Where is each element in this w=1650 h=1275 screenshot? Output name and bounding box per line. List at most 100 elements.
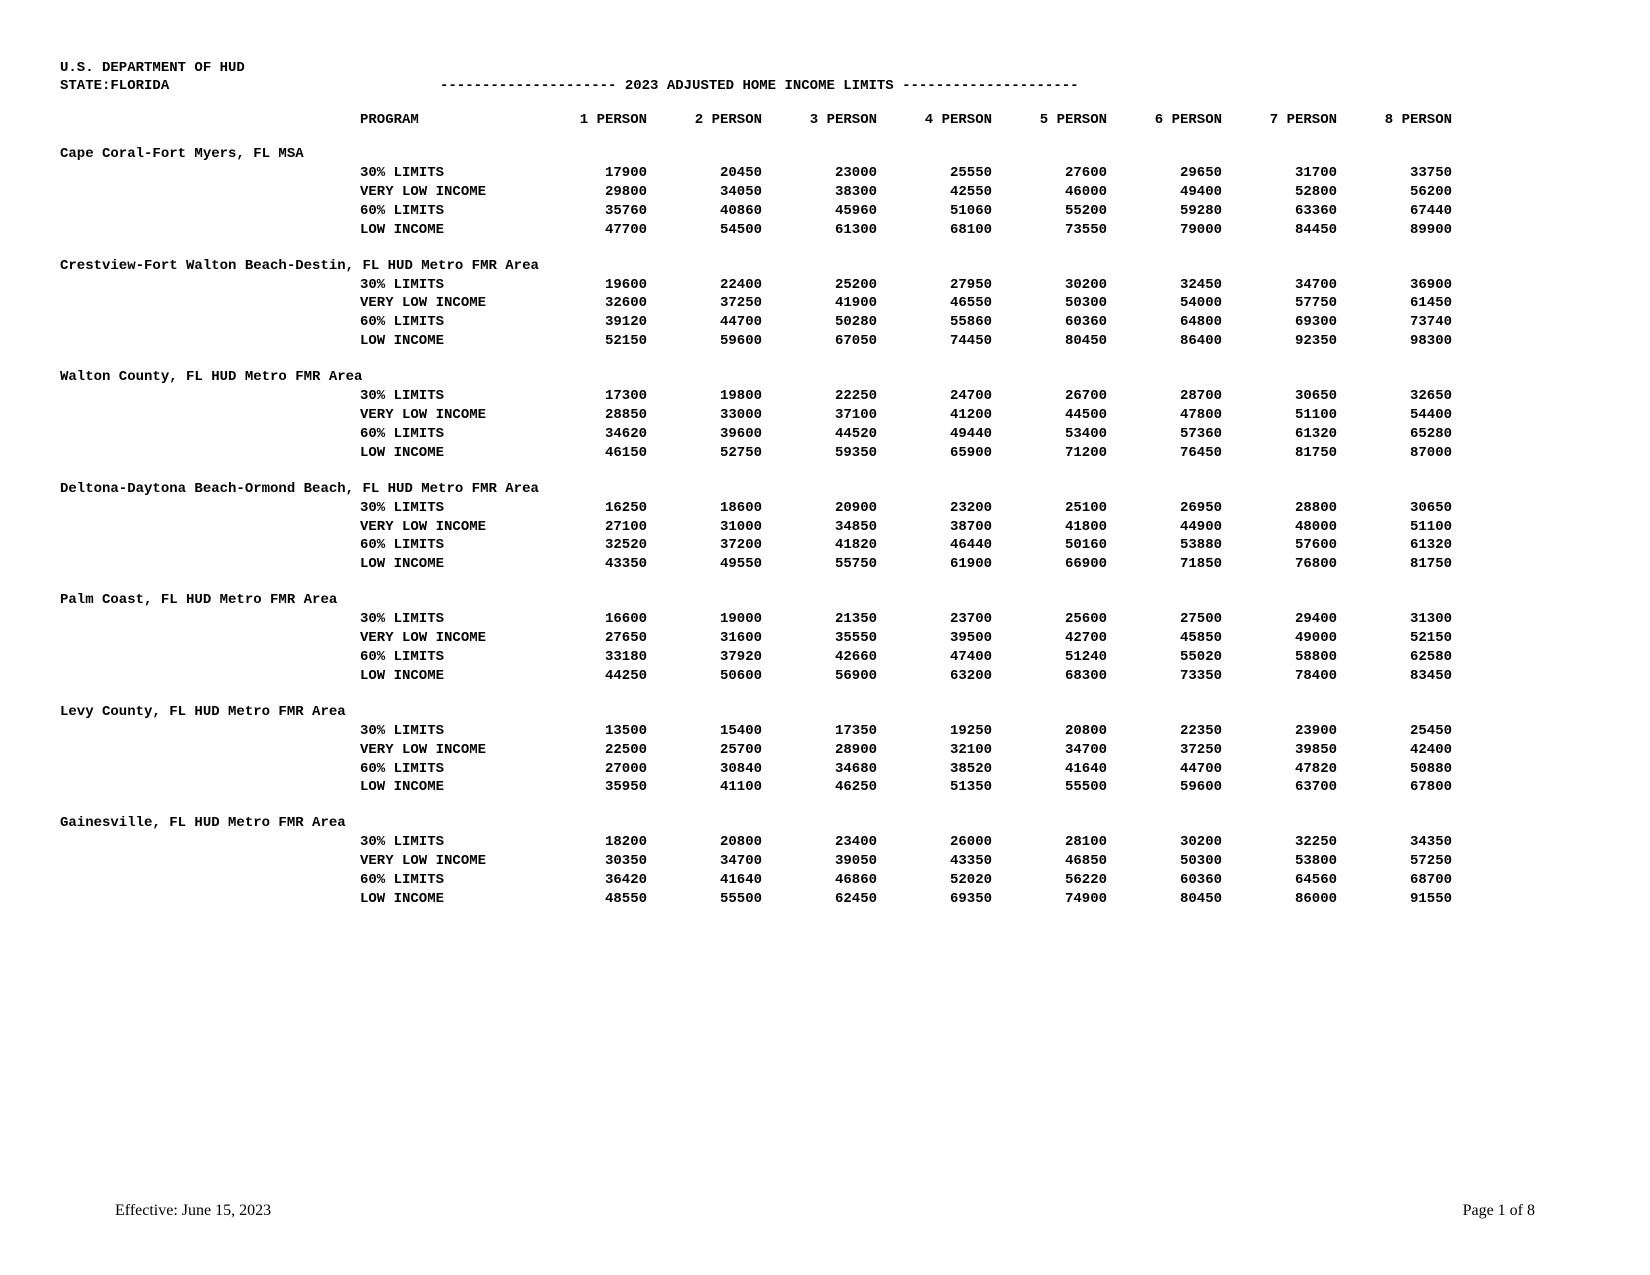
value-cell: 54500 — [665, 221, 780, 240]
value-cell: 41820 — [780, 536, 895, 555]
value-cell: 31700 — [1240, 164, 1355, 183]
value-cell: 44700 — [1125, 760, 1240, 779]
value-cell: 46550 — [895, 294, 1010, 313]
value-cell: 76800 — [1240, 555, 1355, 574]
value-cell: 64560 — [1240, 871, 1355, 890]
program-label: VERY LOW INCOME — [360, 629, 550, 648]
row-pad — [60, 555, 360, 574]
program-label: 60% LIMITS — [360, 313, 550, 332]
table-row: LOW INCOME485505550062450693507490080450… — [60, 890, 1590, 909]
value-cell: 71850 — [1125, 555, 1240, 574]
value-cell: 98300 — [1355, 332, 1470, 351]
table-row: 60% LIMITS270003084034680385204164044700… — [60, 760, 1590, 779]
area-name: Walton County, FL HUD Metro FMR Area — [60, 369, 1590, 385]
value-cell: 41800 — [1010, 518, 1125, 537]
row-pad — [60, 536, 360, 555]
value-cell: 18200 — [550, 833, 665, 852]
program-label: 30% LIMITS — [360, 164, 550, 183]
table-row: 60% LIMITS325203720041820464405016053880… — [60, 536, 1590, 555]
value-cell: 39850 — [1240, 741, 1355, 760]
value-cell: 23200 — [895, 499, 1010, 518]
value-cell: 37250 — [1125, 741, 1240, 760]
value-cell: 32250 — [1240, 833, 1355, 852]
value-cell: 68300 — [1010, 667, 1125, 686]
value-cell: 44900 — [1125, 518, 1240, 537]
value-cell: 40860 — [665, 202, 780, 221]
row-pad — [60, 741, 360, 760]
value-cell: 60360 — [1125, 871, 1240, 890]
value-cell: 53400 — [1010, 425, 1125, 444]
value-cell: 31600 — [665, 629, 780, 648]
value-cell: 57750 — [1240, 294, 1355, 313]
value-cell: 29800 — [550, 183, 665, 202]
value-cell: 34050 — [665, 183, 780, 202]
value-cell: 50880 — [1355, 760, 1470, 779]
value-cell: 44250 — [550, 667, 665, 686]
value-cell: 39120 — [550, 313, 665, 332]
value-cell: 35950 — [550, 778, 665, 797]
row-pad — [60, 890, 360, 909]
value-cell: 44520 — [780, 425, 895, 444]
value-cell: 65280 — [1355, 425, 1470, 444]
value-cell: 84450 — [1240, 221, 1355, 240]
value-cell: 19800 — [665, 387, 780, 406]
value-cell: 41640 — [665, 871, 780, 890]
value-cell: 30200 — [1010, 276, 1125, 295]
row-pad — [60, 164, 360, 183]
value-cell: 59600 — [1125, 778, 1240, 797]
value-cell: 23000 — [780, 164, 895, 183]
value-cell: 51060 — [895, 202, 1010, 221]
value-cell: 30350 — [550, 852, 665, 871]
value-cell: 34850 — [780, 518, 895, 537]
value-cell: 89900 — [1355, 221, 1470, 240]
value-cell: 52800 — [1240, 183, 1355, 202]
value-cell: 55500 — [665, 890, 780, 909]
value-cell: 69350 — [895, 890, 1010, 909]
value-cell: 27000 — [550, 760, 665, 779]
value-cell: 13500 — [550, 722, 665, 741]
value-cell: 27950 — [895, 276, 1010, 295]
value-cell: 50300 — [1010, 294, 1125, 313]
value-cell: 56900 — [780, 667, 895, 686]
col-p1: 1 PERSON — [550, 112, 665, 128]
table-row: LOW INCOME433504955055750619006690071850… — [60, 555, 1590, 574]
value-cell: 68700 — [1355, 871, 1470, 890]
value-cell: 55020 — [1125, 648, 1240, 667]
table-row: VERY LOW INCOME3035034700390504335046850… — [60, 852, 1590, 871]
value-cell: 71200 — [1010, 444, 1125, 463]
value-cell: 51240 — [1010, 648, 1125, 667]
value-cell: 41200 — [895, 406, 1010, 425]
area-name: Palm Coast, FL HUD Metro FMR Area — [60, 592, 1590, 608]
value-cell: 67440 — [1355, 202, 1470, 221]
value-cell: 34700 — [665, 852, 780, 871]
value-cell: 60360 — [1010, 313, 1125, 332]
program-label: LOW INCOME — [360, 332, 550, 351]
value-cell: 61320 — [1240, 425, 1355, 444]
program-label: LOW INCOME — [360, 667, 550, 686]
table-row: LOW INCOME461505275059350659007120076450… — [60, 444, 1590, 463]
value-cell: 79000 — [1125, 221, 1240, 240]
program-label: LOW INCOME — [360, 221, 550, 240]
title-dash-left: --------------------- — [440, 78, 616, 94]
value-cell: 42660 — [780, 648, 895, 667]
header-state: STATE:FLORIDA — [60, 78, 440, 94]
table-row: 30% LIMITS173001980022250247002670028700… — [60, 387, 1590, 406]
value-cell: 19000 — [665, 610, 780, 629]
value-cell: 36900 — [1355, 276, 1470, 295]
value-cell: 86400 — [1125, 332, 1240, 351]
table-row: 30% LIMITS179002045023000255502760029650… — [60, 164, 1590, 183]
value-cell: 47700 — [550, 221, 665, 240]
value-cell: 67050 — [780, 332, 895, 351]
value-cell: 23400 — [780, 833, 895, 852]
value-cell: 32520 — [550, 536, 665, 555]
row-pad — [60, 629, 360, 648]
footer-page: Page 1 of 8 — [1463, 1202, 1535, 1220]
program-label: VERY LOW INCOME — [360, 518, 550, 537]
program-label: 30% LIMITS — [360, 276, 550, 295]
value-cell: 65900 — [895, 444, 1010, 463]
value-cell: 27500 — [1125, 610, 1240, 629]
table-row: 60% LIMITS357604086045960510605520059280… — [60, 202, 1590, 221]
row-pad — [60, 852, 360, 871]
value-cell: 17300 — [550, 387, 665, 406]
value-cell: 37920 — [665, 648, 780, 667]
